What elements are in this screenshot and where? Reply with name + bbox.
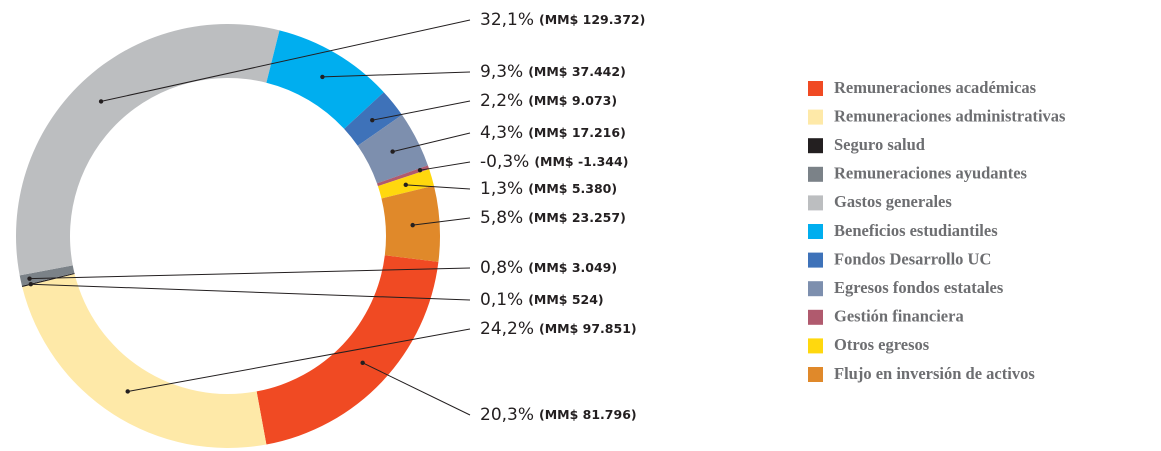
data-label: 5,8% (MM$ 23.257) [480,208,626,228]
donut-slice [357,114,428,184]
donut-slice [266,30,384,129]
legend-swatch [808,224,823,239]
data-label: 9,3% (MM$ 37.442) [480,62,626,82]
amount-label: (MM$ 81.796) [539,407,637,422]
leader-dot [403,182,408,188]
percent-label: 24,2% [480,319,534,339]
leader-line [29,267,471,280]
leader-line [30,283,471,301]
data-label: 24,2% (MM$ 97.851) [480,319,637,339]
leader-dot [370,117,375,123]
legend-swatch [808,252,823,268]
leader-dot [27,276,32,281]
percent-label: 5,8% [480,208,523,228]
amount-label: (MM$ 97.851) [539,321,637,336]
leader-dot [98,99,104,104]
leader-line [362,362,471,416]
percent-label: 0,1% [480,290,523,310]
amount-label: (MM$ -1.344) [534,154,628,169]
legend-label: Otros egresos [834,335,930,354]
leader-dot [390,149,395,154]
data-label: 4,3% (MM$ 17.216) [480,123,626,143]
legend-swatch [808,367,823,382]
legend-swatch [808,281,823,297]
percent-label: -0,3% [480,152,529,172]
amount-label: (MM$ 524) [528,292,603,307]
donut-slice [15,23,280,276]
percent-label: 2,2% [480,91,523,111]
legend-label: Gestión financiera [834,307,964,326]
leader-line [372,100,471,121]
data-label: 1,3% (MM$ 5.380) [480,179,617,199]
leader-line [412,217,471,226]
leader-line [100,19,471,102]
legend-label: Remuneraciones académicas [834,78,1037,97]
legend-label: Seguro salud [834,135,925,154]
leader-dot [125,389,130,394]
leader-dot [28,281,34,287]
leader-dot [410,222,415,228]
data-label: 20,3% (MM$ 81.796) [480,405,637,425]
leader-line [127,328,471,392]
legend-label: Egresos fondos estatales [834,278,1004,297]
legend-label: Remuneraciones administrativas [834,106,1066,125]
donut-slice [381,185,440,262]
percent-label: 20,3% [480,405,534,425]
legend-swatch [808,309,823,325]
amount-label: (MM$ 37.442) [528,64,626,79]
legend-label: Remuneraciones ayudantes [834,164,1028,183]
data-label: 2,2% (MM$ 9.073) [480,91,617,111]
legend-swatch [808,109,823,125]
donut-slice [256,255,439,445]
percent-label: 32,1% [480,10,534,30]
donut-slice [19,265,75,286]
leader-line [392,132,471,153]
legend-label: Beneficios estudiantiles [834,221,998,240]
legend-label: Flujo en inversión de activos [834,364,1035,383]
percent-label: 9,3% [480,62,523,82]
percent-label: 0,8% [480,258,523,278]
amount-label: (MM$ 3.049) [528,260,617,275]
percent-label: 4,3% [480,123,523,143]
data-label: -0,3% (MM$ -1.344) [480,152,628,172]
legend-swatch [808,138,823,154]
amount-label: (MM$ 129.372) [539,12,645,27]
data-label: 32,1% (MM$ 129.372) [480,10,645,30]
donut-slice [22,273,267,448]
donut-slice [376,165,430,187]
amount-label: (MM$ 9.073) [528,93,617,108]
leader-dot [417,167,423,173]
amount-label: (MM$ 17.216) [528,125,626,140]
leader-dot [360,360,365,366]
legend-label: Gastos generales [834,192,952,211]
leader-line [419,161,471,171]
leader-dot [320,74,325,80]
data-label: 0,1% (MM$ 524) [480,290,604,310]
legend-swatch [808,81,823,96]
amount-label: (MM$ 5.380) [528,181,617,196]
donut-slice [21,273,75,287]
percent-label: 1,3% [480,179,523,199]
legend-label: Fondos Desarrollo UC [834,249,991,268]
legend-swatch [808,338,823,354]
legend-swatch [808,195,823,211]
leader-line [405,184,471,190]
leader-line [322,71,471,78]
legend-swatch [808,166,823,182]
data-label: 0,8% (MM$ 3.049) [480,258,617,278]
amount-label: (MM$ 23.257) [528,210,626,225]
